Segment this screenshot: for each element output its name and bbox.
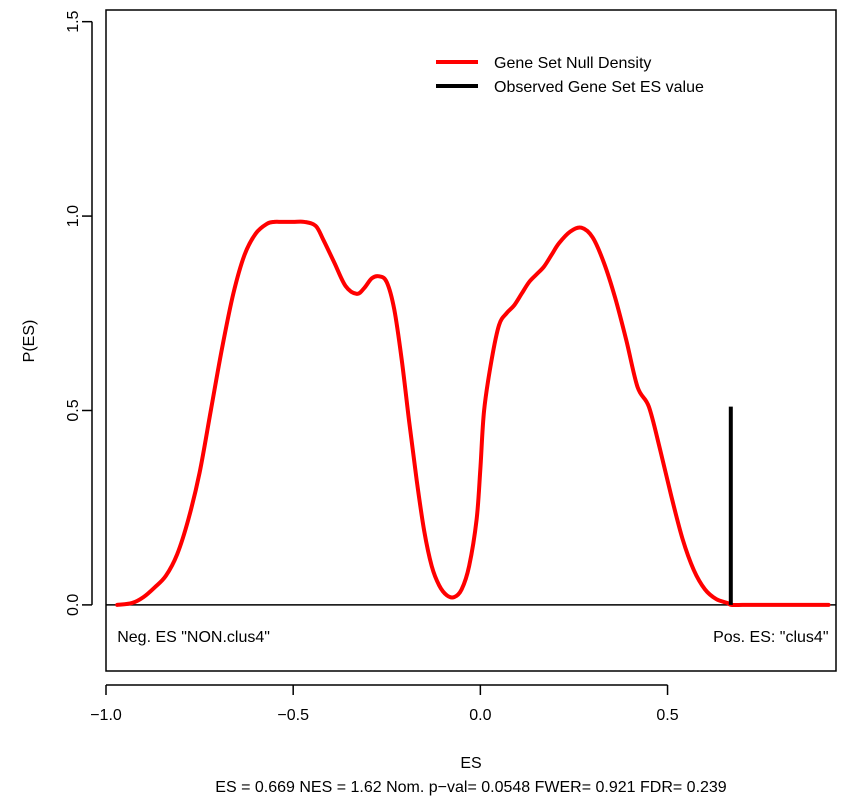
y-tick-label: 0.0 [65,594,82,616]
y-tick-label: 0.5 [65,399,82,421]
labels: Neg. ES "NON.clus4" Pos. ES: "clus4" ES P(E… [21,320,829,796]
legend-label: Observed Gene Set ES value [494,79,704,96]
series-layer [115,219,831,608]
axes: −1.0 −0.5 0.0 0.5 0.0 0.5 1.0 1.5 [65,9,837,724]
plot-frame [105,9,837,672]
legend: Gene Set Null Density Observed Gene Set E… [436,55,704,96]
stats-subtitle: ES = 0.669 NES = 1.62 Nom. p−val= 0.0548… [215,779,727,796]
y-tick-label: 1.0 [65,205,82,227]
x-tick-label: 0.5 [656,707,678,724]
y-axis-label: P(ES) [21,320,38,363]
y-tick-label: 1.5 [65,10,82,32]
legend-label: Gene Set Null Density [494,55,651,72]
x-tick-label: −1.0 [90,707,122,724]
series-line-null-density [115,219,831,608]
x-tick-label: 0.0 [469,707,491,724]
x-axis-label: ES [460,755,481,772]
annotation-label: Pos. ES: "clus4" [713,629,828,646]
annotation-label: Neg. ES "NON.clus4" [117,629,270,646]
x-tick-label: −0.5 [277,707,309,724]
